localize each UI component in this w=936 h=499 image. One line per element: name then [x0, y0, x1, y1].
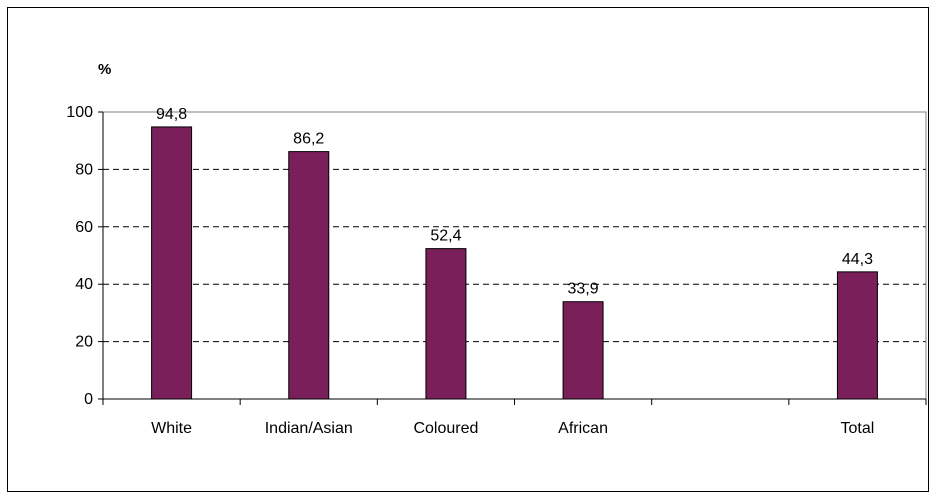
- data-label: 33,9: [568, 281, 599, 298]
- bar: [425, 248, 467, 400]
- x-category-label: Coloured: [413, 420, 478, 437]
- labels: 0 20 40 60 80 100 94,8 White 86,2 Indian/Asian 52,…: [66, 104, 874, 437]
- bar: [562, 301, 604, 400]
- y-tick-label: 100: [66, 104, 93, 121]
- y-tick-label: 60: [75, 219, 93, 236]
- bars: [151, 126, 878, 400]
- y-tick-label: 20: [75, 334, 93, 351]
- x-category-label: Indian/Asian: [265, 420, 353, 437]
- data-label: 94,8: [156, 106, 187, 123]
- y-tick-label: 0: [84, 391, 93, 408]
- bar: [151, 126, 193, 400]
- y-axis-unit-label: %: [98, 61, 111, 78]
- data-label: 86,2: [293, 131, 324, 148]
- bar: [288, 151, 330, 400]
- gridlines: [103, 168, 926, 343]
- data-label: 44,3: [842, 251, 873, 268]
- y-tick-label: 40: [75, 276, 93, 293]
- x-category-label: African: [558, 420, 608, 437]
- plot-area: [102, 111, 927, 400]
- x-category-label: White: [151, 420, 192, 437]
- axes: [98, 111, 927, 405]
- x-category-label: Total: [841, 420, 875, 437]
- data-label: 52,4: [430, 228, 461, 245]
- bar: [836, 271, 878, 400]
- y-tick-label: 80: [75, 161, 93, 178]
